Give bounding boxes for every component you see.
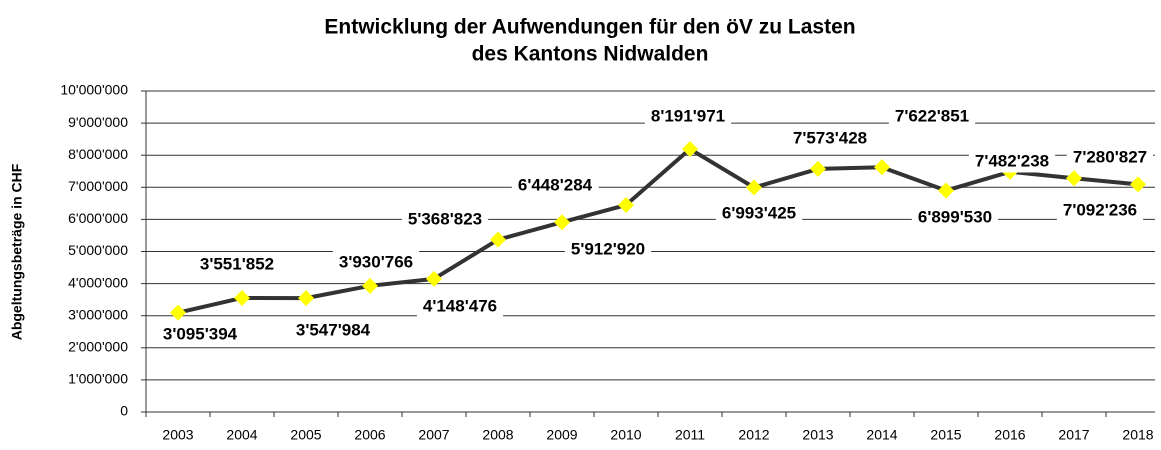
label-background [911, 205, 999, 229]
label-background [968, 149, 1056, 173]
marker [490, 231, 506, 248]
y-axis-label: Abgeltungsbeträge in CHF [9, 163, 25, 340]
x-tick-label: 2015 [930, 427, 961, 443]
y-tick-label: 0 [120, 403, 128, 419]
data-label: 6'899'530 [918, 207, 992, 226]
x-tick-label: 2011 [675, 427, 705, 443]
marker [298, 290, 314, 307]
marker [682, 141, 698, 158]
y-tick-label: 1'000'000 [68, 371, 128, 387]
label-background [156, 322, 244, 346]
label-background [511, 173, 599, 197]
x-tick-label: 2006 [354, 427, 385, 443]
label-background [786, 126, 874, 150]
marker [426, 270, 442, 287]
marker [234, 289, 250, 306]
data-label: 7'573'428 [793, 128, 867, 147]
data-label: 4'148'476 [423, 296, 497, 315]
data-label: 8'191'971 [651, 106, 725, 125]
label-background [1066, 145, 1154, 169]
label-background [564, 237, 652, 261]
x-tick-label: 2017 [1058, 427, 1089, 443]
data-label: 7'482'238 [975, 151, 1049, 170]
data-label: 3'547'984 [296, 320, 371, 339]
x-tick-label: 2003 [162, 427, 193, 443]
marker [874, 159, 890, 176]
label-background [193, 252, 281, 276]
data-label: 3'930'766 [339, 252, 413, 271]
x-tick-label: 2009 [546, 427, 577, 443]
x-tick-label: 2014 [866, 427, 897, 443]
y-tick-label: 6'000'000 [68, 210, 128, 226]
data-label: 6'448'284 [518, 175, 593, 194]
y-tick-label: 2'000'000 [68, 339, 128, 355]
data-label: 5'912'920 [571, 239, 645, 258]
marker [1066, 170, 1082, 187]
chart-title: des Kantons Nidwalden [472, 43, 709, 66]
y-tick-label: 7'000'000 [68, 178, 128, 194]
x-tick-label: 2018 [1122, 427, 1153, 443]
line [177, 147, 1139, 315]
x-tick-label: 2007 [418, 427, 449, 443]
label-background [1056, 198, 1144, 222]
data-label: 3'551'852 [200, 254, 274, 273]
y-tick-label: 10'000'000 [60, 82, 128, 98]
label-background [715, 201, 803, 225]
data-label: 7'280'827 [1073, 147, 1147, 166]
label-background [416, 294, 504, 318]
data-label: 7'622'851 [895, 106, 969, 125]
x-tick-label: 2010 [610, 427, 641, 443]
y-tick-label: 8'000'000 [68, 146, 128, 162]
x-tick-label: 2016 [994, 427, 1025, 443]
x-tick-label: 2004 [226, 427, 257, 443]
marker [618, 197, 634, 214]
label-background [644, 104, 732, 128]
marker [554, 214, 570, 231]
x-tick-label: 2008 [482, 427, 513, 443]
x-tick-label: 2012 [738, 427, 769, 443]
label-background [332, 250, 420, 274]
x-tick-label: 2013 [802, 427, 833, 443]
marker [1130, 176, 1146, 193]
marker [746, 179, 762, 196]
data-label: 7'092'236 [1063, 200, 1137, 219]
label-background [289, 318, 377, 342]
data-label: 6'993'425 [722, 203, 796, 222]
y-tick-label: 5'000'000 [68, 242, 128, 258]
y-tick-label: 4'000'000 [68, 274, 128, 290]
label-background [888, 104, 976, 128]
data-label: 5'368'823 [408, 209, 482, 228]
chart-title: Entwicklung der Aufwendungen für den öV … [324, 16, 855, 39]
x-tick-label: 2005 [290, 427, 321, 443]
marker [938, 182, 954, 199]
data-label: 3'095'394 [163, 324, 238, 343]
marker [362, 277, 378, 294]
y-tick-label: 3'000'000 [68, 306, 128, 322]
marker [170, 304, 186, 321]
marker [810, 160, 826, 177]
y-tick-label: 9'000'000 [68, 114, 128, 130]
label-background [401, 207, 489, 231]
